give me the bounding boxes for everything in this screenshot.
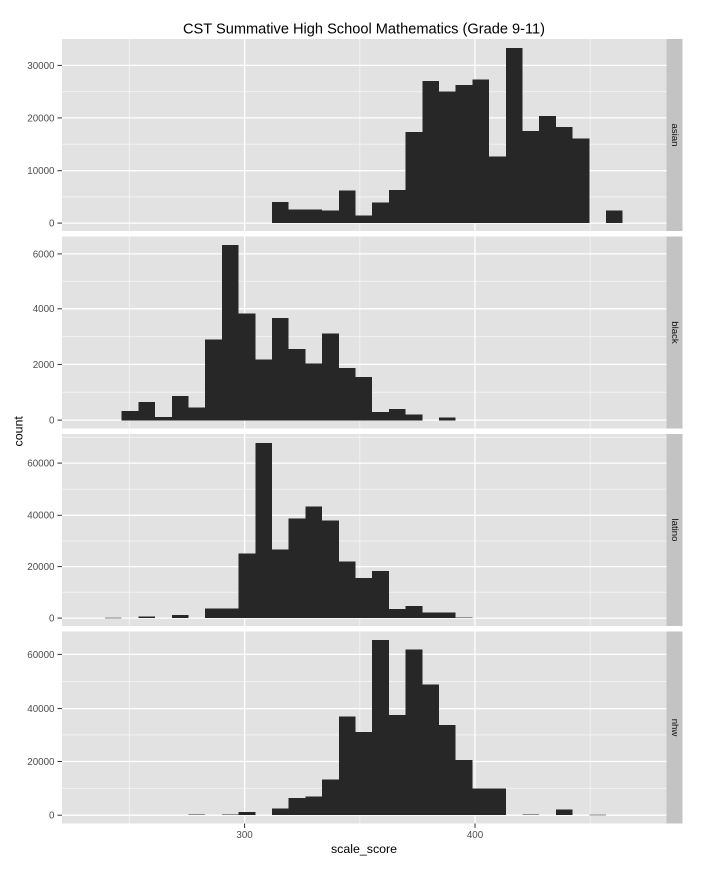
svg-text:asian: asian [669, 124, 680, 147]
svg-text:20000: 20000 [27, 113, 55, 124]
svg-text:scale_score: scale_score [331, 842, 397, 856]
svg-text:0: 0 [49, 416, 55, 427]
svg-text:40000: 40000 [27, 511, 55, 522]
svg-text:20000: 20000 [27, 757, 55, 768]
svg-text:6000: 6000 [33, 249, 55, 260]
svg-text:40000: 40000 [27, 704, 55, 715]
svg-text:nhw: nhw [669, 719, 680, 737]
svg-text:10000: 10000 [27, 166, 55, 177]
svg-text:CST Summative High School Math: CST Summative High School Mathematics (G… [183, 22, 545, 38]
svg-text:60000: 60000 [27, 459, 55, 470]
svg-text:2000: 2000 [33, 360, 55, 371]
svg-text:black: black [669, 321, 680, 344]
svg-text:count: count [12, 416, 26, 447]
svg-text:30000: 30000 [27, 61, 55, 72]
svg-text:latino: latino [669, 519, 680, 542]
svg-text:20000: 20000 [27, 562, 55, 573]
svg-text:300: 300 [236, 830, 253, 841]
svg-text:400: 400 [467, 830, 484, 841]
svg-text:0: 0 [49, 614, 55, 625]
svg-text:0: 0 [49, 219, 55, 230]
svg-text:60000: 60000 [27, 650, 55, 661]
svg-text:4000: 4000 [33, 304, 55, 315]
svg-text:0: 0 [49, 811, 55, 822]
